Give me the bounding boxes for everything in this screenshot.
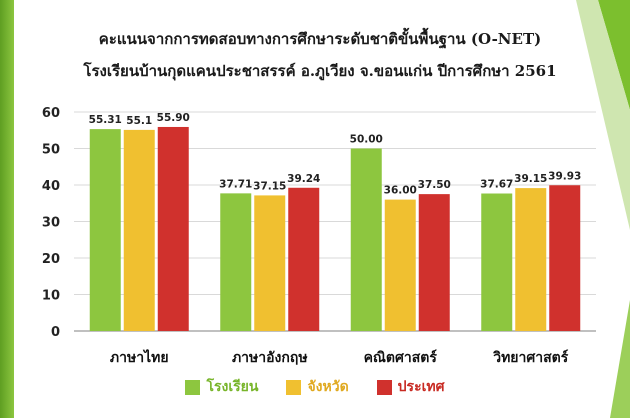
bar [254,195,286,331]
bar [418,194,450,331]
bar-value-label: 36.00 [384,185,417,197]
bar-value-label: 37.50 [418,179,451,191]
bar [549,185,581,331]
bar-value-label: 50.00 [350,134,383,146]
legend-label-province: จังหวัด [307,379,349,395]
legend-item-province: จังหวัด [286,376,349,398]
legend-label-country: ประเทศ [397,379,445,395]
legend-swatch-school [185,379,201,395]
x-category-label: วิทยาศาสตร์ [492,349,569,366]
bar-value-label: 37.71 [219,178,252,190]
x-category-label: ภาษาไทย [110,348,169,366]
bar-value-label: 39.15 [514,173,547,185]
bar [220,193,252,331]
bar-value-label: 37.67 [480,179,513,191]
legend-label-school: โรงเรียน [206,379,259,395]
bar [288,187,320,331]
bar-value-label: 55.90 [157,112,190,124]
y-tick-label: 50 [42,143,60,158]
chart-subtitle: โรงเรียนบ้านกุดแคนประชาสรรค์ อ.ภูเวียง จ… [83,62,557,80]
y-tick-label: 60 [42,106,60,121]
chart-title: คะแนนจากการทดสอบทางการศึกษาระดับชาติขั้น… [98,30,542,48]
bar-value-label: 55.31 [89,114,122,126]
legend-item-school: โรงเรียน [185,376,258,398]
legend-item-country: ประเทศ [376,376,445,398]
chart-legend: โรงเรียน จังหวัด ประเทศ [0,376,630,398]
legend-swatch-province [286,379,302,395]
y-tick-label: 40 [42,179,60,194]
bar [481,193,513,331]
x-category-label: ภาษาอังกฤษ [232,350,308,366]
y-tick-label: 20 [42,252,60,267]
bar-value-label: 39.24 [287,173,320,185]
bar [89,129,121,331]
right-decoration [576,0,630,418]
bar [515,188,547,331]
bar [350,148,382,331]
legend-swatch-country [376,379,392,395]
y-tick-label: 30 [42,216,60,231]
left-frame-bar [0,0,14,418]
bar [157,126,189,331]
bar-value-label: 55.1 [126,115,152,127]
y-tick-label: 10 [42,289,60,304]
bar [384,199,416,331]
bar-value-label: 39.93 [548,170,581,182]
x-category-label: คณิตศาสตร์ [364,349,438,366]
y-tick-label: 0 [51,325,60,340]
bar-value-label: 37.15 [253,180,286,192]
bar [123,129,155,331]
